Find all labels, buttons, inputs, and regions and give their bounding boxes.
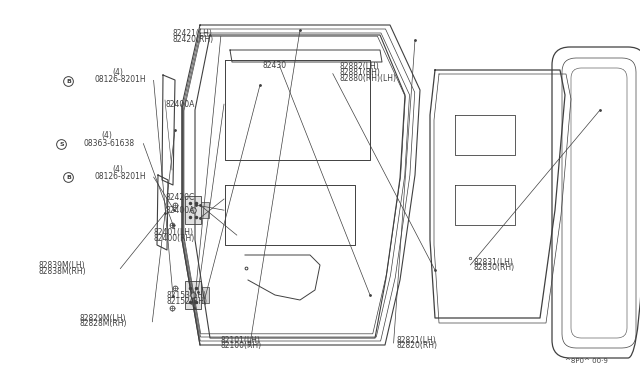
- Text: 08126-8201H: 08126-8201H: [95, 76, 147, 84]
- Text: 82400A: 82400A: [165, 206, 195, 215]
- Bar: [201, 287, 209, 303]
- Text: 82430: 82430: [262, 61, 287, 70]
- Text: 82881(RH): 82881(RH): [339, 68, 380, 77]
- Text: 82829M(LH): 82829M(LH): [80, 314, 127, 323]
- Text: 82400(RH): 82400(RH): [154, 234, 195, 243]
- Text: (4): (4): [112, 165, 123, 174]
- Text: 82401(LH): 82401(LH): [154, 228, 193, 237]
- Text: 08126-8201H: 08126-8201H: [95, 172, 147, 181]
- Bar: [185, 281, 201, 309]
- Text: 82821(LH): 82821(LH): [397, 336, 436, 345]
- Text: B: B: [66, 78, 71, 84]
- Text: (4): (4): [112, 68, 123, 77]
- Text: B: B: [66, 175, 71, 180]
- Text: 82400A: 82400A: [165, 100, 195, 109]
- Text: 82839M(LH): 82839M(LH): [38, 262, 85, 270]
- Text: 82420(RH): 82420(RH): [173, 35, 214, 44]
- Text: 82880(RH)(LH): 82880(RH)(LH): [339, 74, 396, 83]
- Bar: [201, 202, 209, 218]
- Text: 82152(RH): 82152(RH): [166, 297, 207, 306]
- Text: S: S: [59, 142, 64, 147]
- Text: 82828M(RH): 82828M(RH): [80, 319, 127, 328]
- Text: ^8P0^ 00·9: ^8P0^ 00·9: [565, 358, 608, 364]
- Text: 82421(LH): 82421(LH): [173, 29, 212, 38]
- Text: 82420C: 82420C: [165, 193, 195, 202]
- Text: 82153(LH): 82153(LH): [166, 291, 206, 300]
- Text: 82831(LH): 82831(LH): [474, 258, 513, 267]
- Text: (4): (4): [101, 131, 112, 140]
- Bar: [185, 196, 201, 224]
- Text: 82838M(RH): 82838M(RH): [38, 267, 86, 276]
- Text: 82101(LH): 82101(LH): [221, 336, 260, 345]
- Text: 82830(RH): 82830(RH): [474, 263, 515, 272]
- Text: 82882(LH): 82882(LH): [339, 62, 379, 71]
- Text: 82820(RH): 82820(RH): [397, 341, 438, 350]
- Text: 08363-61638: 08363-61638: [83, 139, 134, 148]
- Text: 82100(RH): 82100(RH): [221, 341, 262, 350]
